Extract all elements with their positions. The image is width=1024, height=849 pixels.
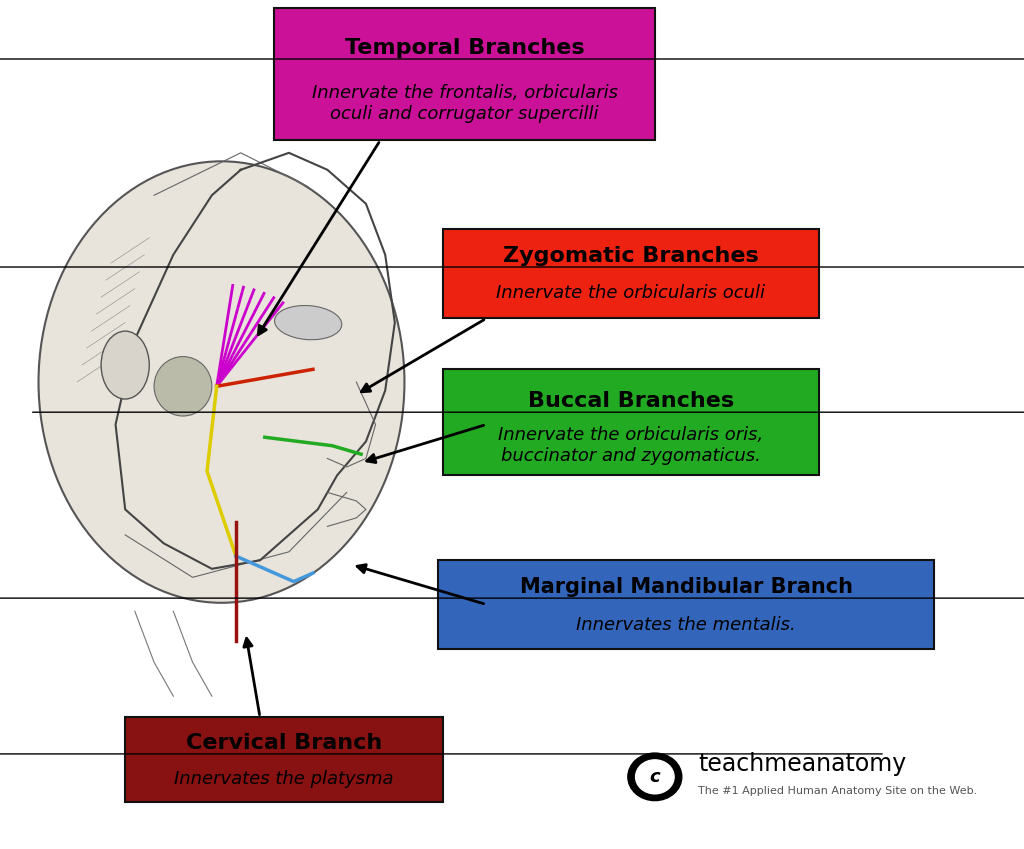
Text: Cervical Branch: Cervical Branch xyxy=(186,733,382,753)
Text: The #1 Applied Human Anatomy Site on the Web.: The #1 Applied Human Anatomy Site on the… xyxy=(698,786,978,796)
Ellipse shape xyxy=(274,306,342,340)
Text: Buccal Branches: Buccal Branches xyxy=(527,391,734,411)
Text: Innervate the orbicularis oculi: Innervate the orbicularis oculi xyxy=(497,284,765,302)
Text: Temporal Branches: Temporal Branches xyxy=(345,38,585,58)
FancyBboxPatch shape xyxy=(438,560,934,649)
Text: Innervates the platysma: Innervates the platysma xyxy=(174,769,394,788)
Text: c: c xyxy=(649,767,660,786)
Ellipse shape xyxy=(101,331,150,399)
Text: teachmeanatomy: teachmeanatomy xyxy=(698,752,906,776)
FancyBboxPatch shape xyxy=(125,717,443,802)
FancyBboxPatch shape xyxy=(274,8,654,140)
FancyBboxPatch shape xyxy=(443,229,818,318)
Text: Innervates the mentalis.: Innervates the mentalis. xyxy=(577,616,796,633)
Circle shape xyxy=(628,753,682,801)
Ellipse shape xyxy=(154,357,212,416)
Text: Marginal Mandibular Branch: Marginal Mandibular Branch xyxy=(519,577,853,597)
Text: Innervate the frontalis, orbicularis
oculi and corrugator supercilli: Innervate the frontalis, orbicularis ocu… xyxy=(311,84,617,122)
FancyBboxPatch shape xyxy=(443,369,818,475)
Text: Innervate the orbicularis oris,
buccinator and zygomaticus.: Innervate the orbicularis oris, buccinat… xyxy=(498,426,763,465)
Circle shape xyxy=(636,760,674,794)
Ellipse shape xyxy=(39,161,404,603)
Text: Zygomatic Branches: Zygomatic Branches xyxy=(503,246,759,266)
